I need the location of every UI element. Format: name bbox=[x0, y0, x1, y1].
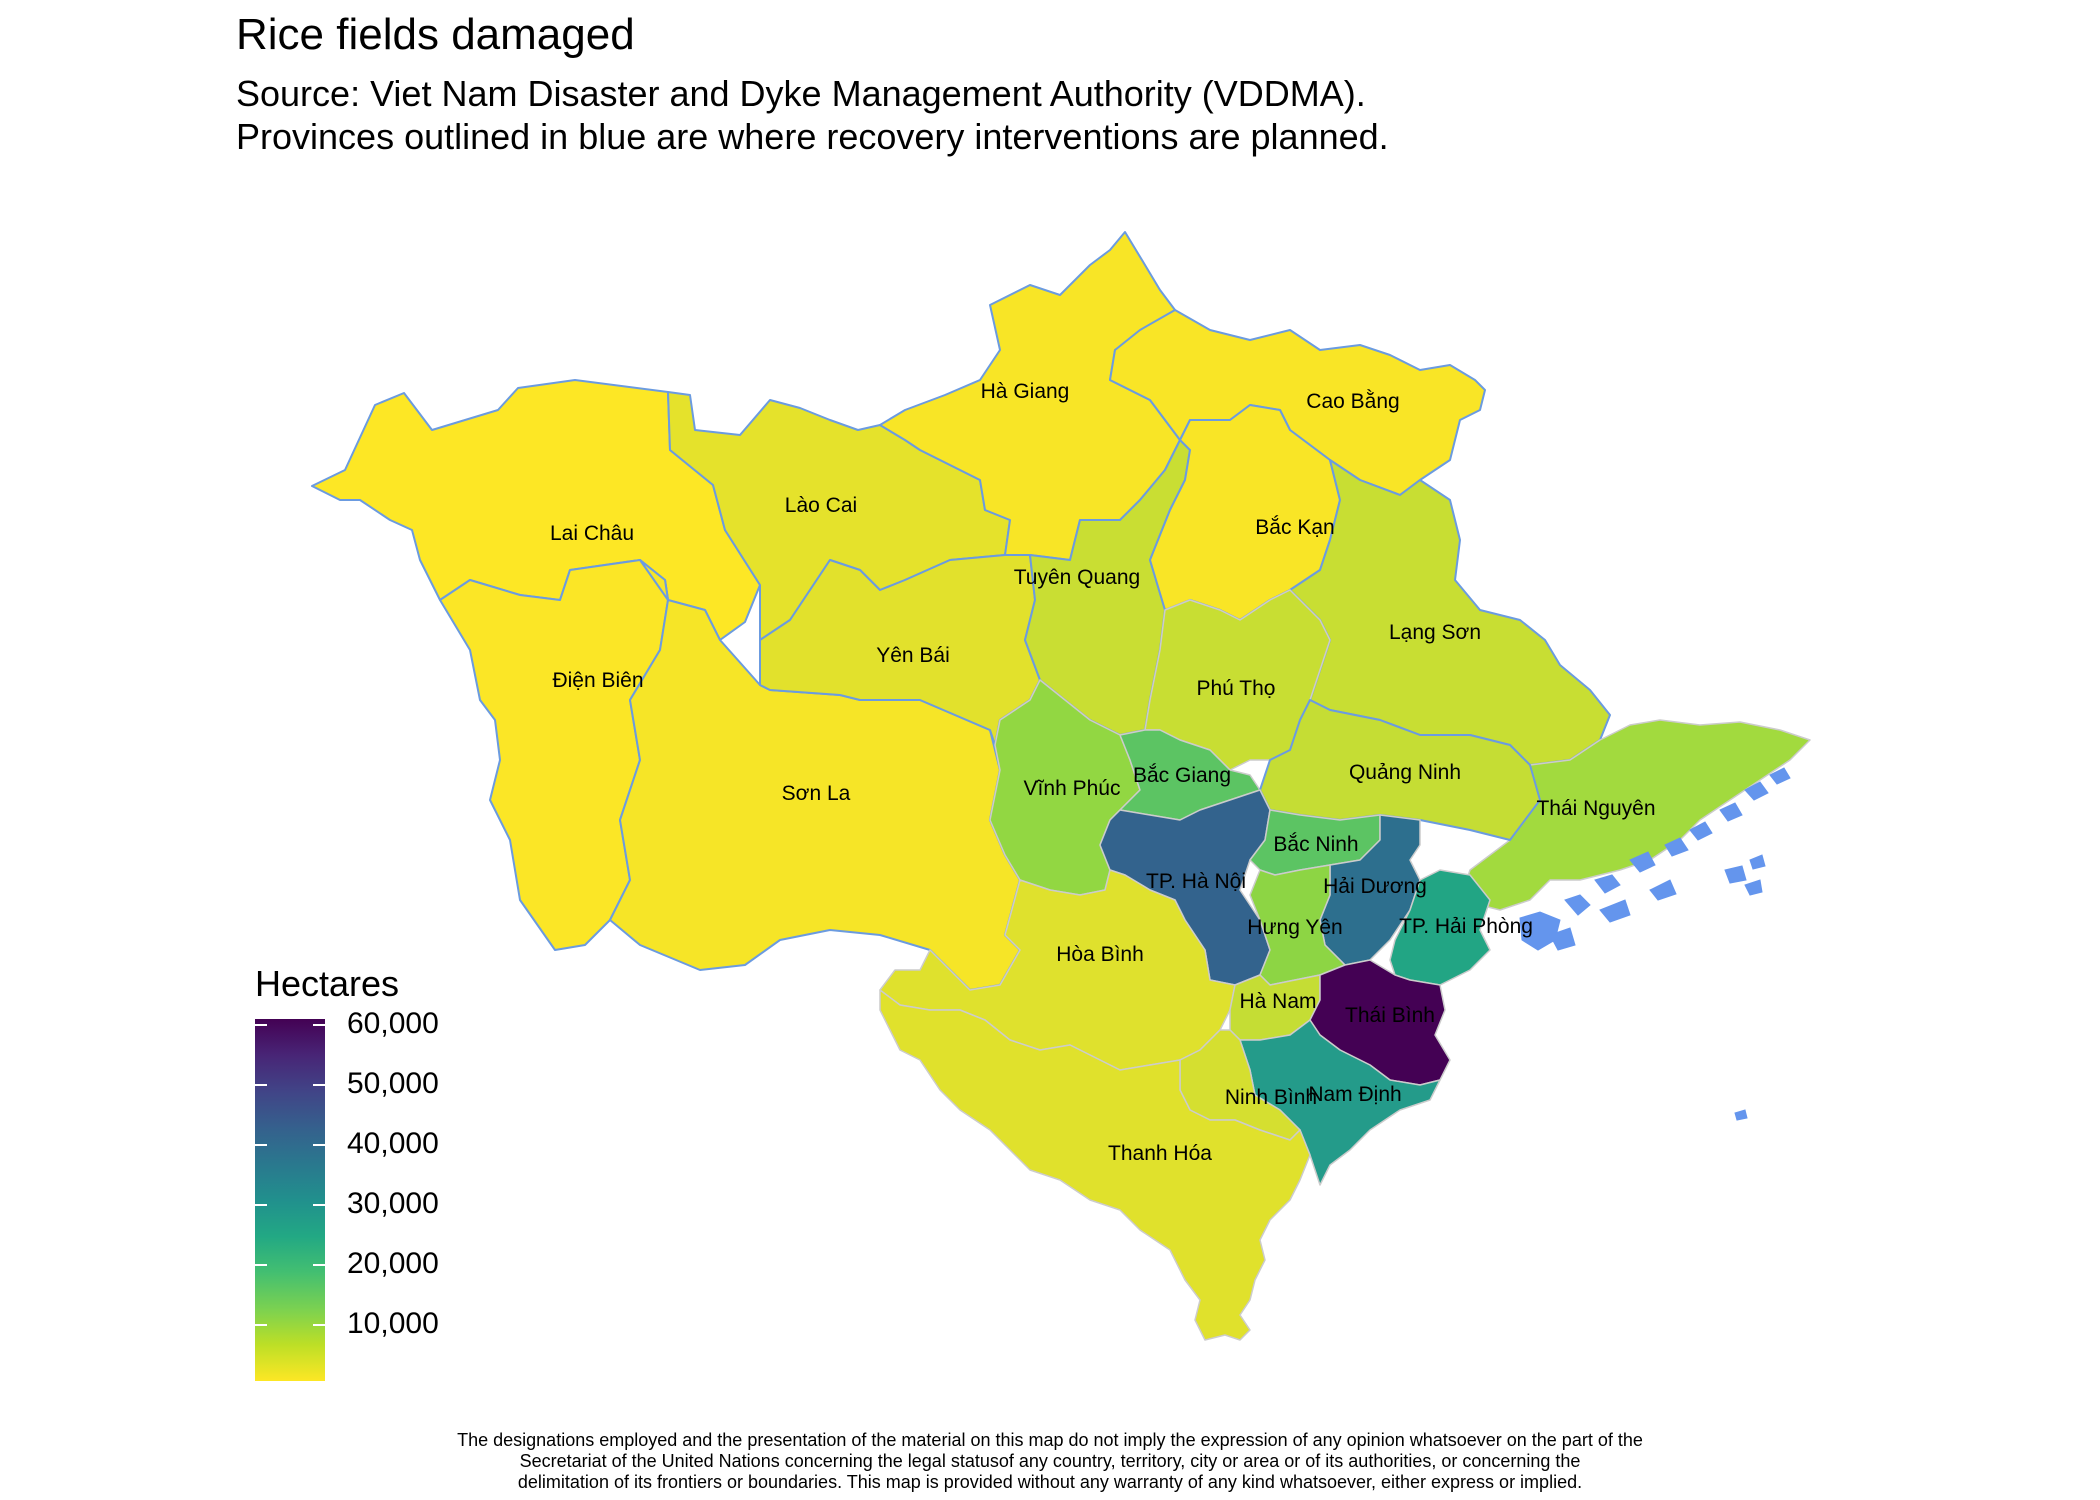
legend-label-30000: 30,000 bbox=[347, 1187, 439, 1220]
island-cluster-7 bbox=[1744, 781, 1769, 801]
island-cluster-6 bbox=[1719, 802, 1743, 822]
province-label: Bắc Ninh bbox=[1273, 833, 1358, 856]
island-cluster-11 bbox=[1649, 879, 1677, 901]
legend-label-60000: 60,000 bbox=[347, 1007, 439, 1040]
island-cluster-2 bbox=[1594, 874, 1621, 894]
subtitle-note: Provinces outlined in blue are where rec… bbox=[236, 116, 1389, 157]
un-disclaimer: The designations employed and the presen… bbox=[300, 1430, 1800, 1493]
subtitle-source: Source: Viet Nam Disaster and Dyke Manag… bbox=[236, 73, 1366, 114]
province-label: Nam Định bbox=[1308, 1083, 1401, 1106]
legend-label-10000: 10,000 bbox=[347, 1307, 439, 1340]
legend-label-40000: 40,000 bbox=[347, 1127, 439, 1160]
province-label: Thái Nguyên bbox=[1536, 797, 1655, 820]
disclaimer-line: Secretariat of the United Nations concer… bbox=[519, 1451, 1581, 1471]
province-thanh-hoa[interactable] bbox=[879, 989, 1311, 1341]
legend-label-20000: 20,000 bbox=[347, 1247, 439, 1280]
province-label: Quảng Ninh bbox=[1349, 761, 1461, 784]
province-label: Điện Biên bbox=[552, 669, 643, 692]
disclaimer-line: The designations employed and the presen… bbox=[457, 1430, 1643, 1450]
legend-title: Hectares bbox=[255, 963, 400, 1004]
island-cluster-3 bbox=[1629, 851, 1656, 873]
legend-tick-left bbox=[255, 1204, 267, 1206]
province-label: TP. Hà Nội bbox=[1146, 870, 1246, 893]
legend-tick-left bbox=[255, 1144, 267, 1146]
province-label: Vĩnh Phúc bbox=[1024, 777, 1121, 800]
island-far-4 bbox=[1734, 1109, 1748, 1121]
province-label: Hà Giang bbox=[981, 380, 1070, 403]
island-cluster-10 bbox=[1599, 899, 1631, 923]
island-cluster-5 bbox=[1689, 821, 1713, 841]
province-label: Tuyên Quang bbox=[1014, 566, 1140, 589]
province-label: Bắc Kạn bbox=[1255, 516, 1334, 539]
island-cluster-1 bbox=[1564, 894, 1591, 916]
province-label: Hưng Yên bbox=[1247, 916, 1342, 939]
province-label: Phú Thọ bbox=[1196, 677, 1275, 700]
legend-tick-left bbox=[255, 1264, 267, 1266]
island-far-3 bbox=[1749, 854, 1766, 870]
legend-tick-right bbox=[313, 1204, 325, 1206]
legend-colorbar bbox=[255, 1019, 325, 1381]
legend-tick-right bbox=[313, 1264, 325, 1266]
province-label: Thái Bình bbox=[1345, 1004, 1435, 1027]
province-labels: Lai Châu Điện Biên Sơn La Lào Cai Hà Giang Ca… bbox=[550, 380, 1656, 1165]
map-title: Rice fields damaged bbox=[236, 10, 635, 59]
province-label: Lạng Sơn bbox=[1389, 621, 1481, 644]
legend-tick-left bbox=[255, 1024, 267, 1026]
coastal-islands bbox=[1519, 767, 1791, 1121]
province-hai-phong[interactable] bbox=[1389, 869, 1491, 986]
legend-tick-right bbox=[313, 1324, 325, 1326]
province-label: Hà Nam bbox=[1239, 990, 1316, 1013]
disclaimer-line: delimitation of its frontiers or boundar… bbox=[517, 1472, 1583, 1492]
province-regions bbox=[311, 231, 1811, 1341]
legend-tick-left bbox=[255, 1084, 267, 1086]
province-label: Ninh Bình bbox=[1225, 1086, 1317, 1109]
province-label: Thanh Hóa bbox=[1108, 1142, 1212, 1165]
province-label: Sơn La bbox=[782, 782, 851, 805]
province-label: Hòa Bình bbox=[1056, 943, 1144, 966]
province-label: Cao Bằng bbox=[1306, 390, 1399, 413]
legend-label-50000: 50,000 bbox=[347, 1067, 439, 1100]
legend-tick-right bbox=[313, 1024, 325, 1026]
province-label: TP. Hải Phòng bbox=[1399, 915, 1533, 938]
island-cluster-9 bbox=[1549, 927, 1576, 951]
province-label: Yên Bái bbox=[876, 644, 950, 667]
legend-tick-left bbox=[255, 1324, 267, 1326]
province-label: Bắc Giang bbox=[1133, 764, 1231, 787]
island-far-1 bbox=[1724, 865, 1747, 884]
island-far-2 bbox=[1744, 879, 1763, 896]
legend-tick-right bbox=[313, 1084, 325, 1086]
island-cluster-8 bbox=[1769, 767, 1791, 785]
province-label: Hải Dương bbox=[1323, 875, 1427, 898]
province-label: Lai Châu bbox=[550, 522, 634, 545]
legend-tick-right bbox=[313, 1144, 325, 1146]
map-subtitle: Source: Viet Nam Disaster and Dyke Manag… bbox=[236, 72, 1389, 158]
province-label: Lào Cai bbox=[785, 494, 857, 517]
island-cluster-4 bbox=[1664, 837, 1689, 857]
